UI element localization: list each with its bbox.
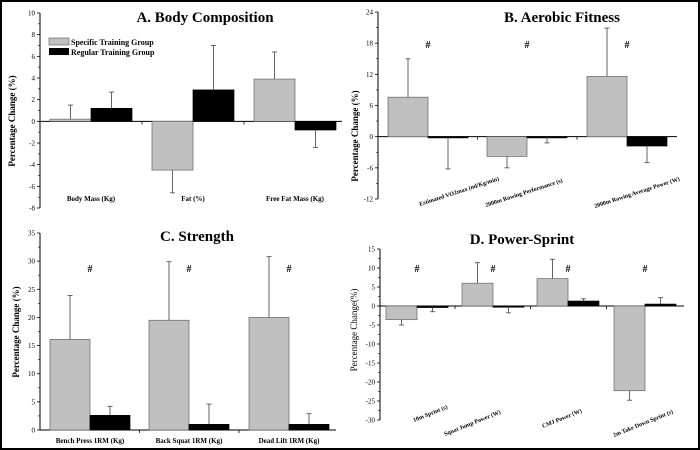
category-label: Squat Jump Power (W) [443, 409, 502, 438]
bar-specific [49, 118, 92, 122]
panel-a-title: A. Body Composition [136, 10, 274, 26]
bar-regular [192, 89, 235, 122]
y-tick-label: 0 [32, 118, 36, 126]
panel-c-title: C. Strength [160, 229, 235, 245]
category-label: 2m Take Down Sprint (s) [612, 408, 674, 438]
panel-d-title: D. Power-Sprint [470, 232, 574, 248]
panel-c-ylabel: Percentage Change (%) [11, 286, 21, 377]
panel-a-ylabel: Percentage Change (%) [7, 75, 17, 166]
category-label: Body Mass (Kg) [67, 195, 116, 203]
category-label: 10m Sprint (s) [412, 404, 449, 424]
panel-d: 15 10 5 0 -5 -10 -15 -20 -25 -30 10m Sprint (s) # Sq… [366, 246, 684, 439]
y-tick-label: -2 [29, 140, 35, 148]
bar-specific [385, 305, 418, 321]
category-label: CMJ Power (W) [541, 408, 583, 430]
y-tick-label: -6 [367, 164, 373, 172]
y-tick-label: 10 [28, 370, 36, 378]
y-tick-label: 6 [370, 102, 374, 110]
bar-specific [486, 136, 528, 157]
legend-label-specific: Specific Training Group [71, 38, 154, 47]
y-tick-label: -25 [366, 398, 376, 406]
significance-marker: # [491, 264, 496, 275]
y-tick-label: -4 [29, 161, 35, 169]
y-tick-label: -10 [366, 341, 376, 349]
bar-specific [253, 78, 296, 122]
category-label: Back Squat 1RM (Kg) [156, 437, 223, 445]
significance-marker: # [426, 40, 431, 51]
significance-marker: # [566, 264, 571, 275]
y-tick-label: 6 [32, 53, 36, 61]
bar-specific [387, 96, 429, 138]
bar-specific [248, 317, 290, 431]
y-tick-label: -15 [366, 360, 376, 368]
significance-marker: # [88, 264, 93, 275]
bar-regular [626, 136, 668, 147]
y-tick-label: -12 [364, 196, 374, 204]
bar-regular [644, 303, 677, 307]
bar-regular [416, 305, 449, 308]
panel-b-ylabel: Percentage Change (%) [350, 90, 360, 181]
significance-marker: # [643, 264, 648, 275]
legend-label-regular: Regular Training Group [71, 48, 155, 57]
y-tick-label: 20 [28, 314, 36, 322]
y-tick-label: 2 [32, 96, 36, 104]
y-tick-label: 8 [32, 31, 36, 39]
bar-specific [461, 282, 494, 307]
y-tick-label: 35 [28, 230, 36, 238]
category-label: Free Fat Mass (Kg) [266, 195, 325, 203]
y-tick-label: 15 [368, 246, 376, 254]
panel-d-ylabel: Percentage Change(%) [349, 289, 359, 372]
panel-a-legend: Specific Training Group Regular Training… [48, 37, 155, 57]
y-tick-label: 25 [28, 286, 36, 294]
legend-swatch-specific [48, 37, 70, 46]
bar-specific [49, 339, 91, 431]
significance-marker: # [187, 264, 192, 275]
y-tick-label: 0 [370, 133, 374, 141]
panel-c: 35 30 25 20 15 10 5 0 Bench Press 1RM (Kg) # Back … [28, 230, 336, 445]
bar-specific [148, 319, 190, 431]
bar-specific [536, 278, 569, 307]
y-tick-label: 15 [28, 342, 36, 350]
y-tick-label: 10 [368, 265, 376, 273]
y-tick-label: 5 [32, 398, 36, 406]
y-tick-label: 24 [366, 9, 374, 17]
bar-regular [89, 415, 131, 431]
panel-b-title: B. Aerobic Fitness [504, 10, 620, 26]
bar-regular [188, 424, 230, 431]
category-label: Fat (%) [181, 195, 205, 203]
y-tick-label: 12 [366, 71, 374, 79]
y-tick-label: -20 [366, 379, 376, 387]
bar-regular [567, 300, 600, 307]
y-tick-label: 10 [28, 10, 36, 18]
y-tick-label: 0 [372, 303, 376, 311]
bar-specific [151, 120, 194, 171]
y-tick-label: 30 [28, 258, 36, 266]
significance-marker: # [415, 264, 420, 275]
y-tick-label: -5 [369, 322, 375, 330]
significance-marker: # [525, 40, 530, 51]
category-label: Bench Press 1RM (Kg) [56, 437, 125, 445]
bar-regular [288, 424, 330, 431]
y-tick-label: -30 [366, 417, 376, 425]
panel-a: 10 8 6 4 2 0 -2 -4 -6 -8 Body Mass (Kg) Fat (%) Free… [28, 10, 342, 213]
significance-marker: # [625, 40, 630, 51]
legend-swatch-regular [49, 48, 69, 55]
category-label: 2000m Rowing Average Power (W) [593, 176, 680, 210]
bar-regular [90, 107, 133, 122]
y-tick-label: 5 [372, 284, 376, 292]
bar-specific [586, 76, 628, 138]
y-tick-label: 0 [32, 427, 36, 435]
bar-regular [294, 120, 337, 131]
category-label: Dead Lift 1RM (Kg) [259, 437, 321, 445]
significance-marker: # [287, 264, 292, 275]
y-tick-label: 4 [32, 75, 36, 83]
y-tick-label: -6 [29, 183, 35, 191]
bar-specific [613, 305, 646, 392]
y-tick-label: -8 [29, 205, 35, 213]
y-tick-label: 18 [366, 40, 374, 48]
